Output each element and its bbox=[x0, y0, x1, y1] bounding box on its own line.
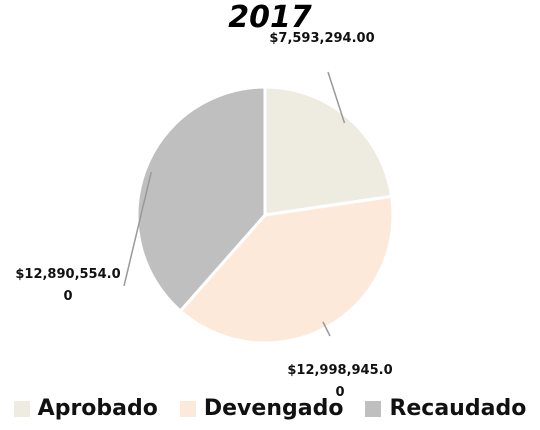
legend-swatch bbox=[13, 400, 30, 417]
legend: Aprobado Devengado Recaudado bbox=[0, 396, 540, 421]
leader-line bbox=[322, 321, 331, 337]
pie-slice bbox=[263, 85, 394, 217]
leader-line bbox=[123, 171, 152, 287]
leader-line bbox=[327, 71, 346, 124]
legend-label: Devengado bbox=[203, 396, 344, 421]
pie-slice bbox=[135, 85, 267, 314]
legend-item: Devengado bbox=[179, 396, 344, 421]
legend-swatch bbox=[365, 400, 382, 417]
chart-title: 2017 bbox=[228, 0, 312, 35]
legend-item: Recaudado bbox=[365, 396, 526, 421]
data-label: $7,593,294.00 bbox=[269, 31, 375, 46]
data-label: $12,890,554.00 bbox=[15, 267, 121, 304]
data-label: $12,998,945.00 bbox=[287, 363, 393, 400]
legend-item: Aprobado bbox=[13, 396, 158, 421]
legend-label: Recaudado bbox=[389, 396, 527, 421]
legend-label: Aprobado bbox=[37, 396, 158, 421]
legend-swatch bbox=[179, 400, 196, 417]
